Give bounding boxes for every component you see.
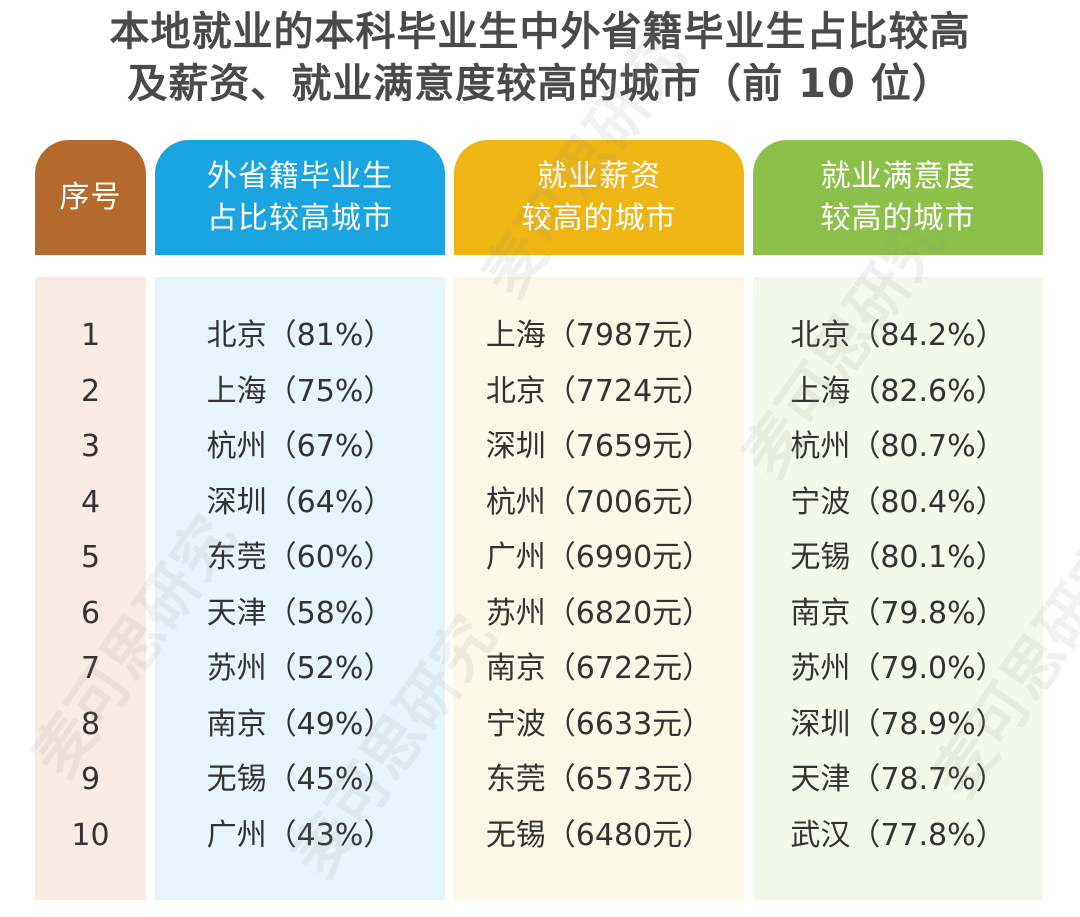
out-of-province-column-header: 外省籍毕业生 占比较高城市 (155, 140, 445, 255)
cell-rank: 10 (71, 817, 110, 853)
salary-header-line-1: 就业薪资 (537, 158, 661, 194)
satisfaction-column-header: 就业满意度 较高的城市 (753, 140, 1043, 255)
cell-rank: 7 (80, 651, 101, 686)
cell-rank: 6 (80, 595, 101, 631)
cell-salary: 杭州（7006元） (485, 484, 713, 520)
cell-salary: 北京（7724元） (485, 373, 713, 409)
cell-salary: 苏州（6820元） (485, 595, 713, 631)
cell-salary: 广州（6990元） (485, 540, 713, 575)
cell-salary: 深圳（7659元） (485, 429, 713, 464)
cell-satisfaction: 深圳（78.9%） (790, 706, 1006, 742)
salary-column-body (454, 277, 744, 900)
cell-satisfaction: 北京（84.2%） (790, 318, 1006, 353)
cell-out-of-province: 深圳（64%） (206, 484, 394, 520)
satisfaction-header-line-2: 较高的城市 (820, 200, 976, 236)
page-title-line-1: 本地就业的本科毕业生中外省籍毕业生占比较高 (109, 9, 971, 55)
cell-salary: 南京（6722元） (485, 651, 713, 686)
cell-rank: 8 (80, 706, 101, 742)
rank-column-header: 序号 (35, 140, 146, 255)
rank-column: 序号 (35, 140, 146, 900)
salary-column: 就业薪资 较高的城市 (454, 140, 744, 900)
cell-satisfaction: 杭州（80.7%） (790, 429, 1006, 464)
cell-out-of-province: 广州（43%） (206, 817, 394, 853)
salary-column-header: 就业薪资 较高的城市 (454, 140, 744, 255)
cell-out-of-province: 南京（49%） (206, 706, 394, 742)
out-of-province-column: 外省籍毕业生 占比较高城市 (155, 140, 445, 900)
salary-header-line-2: 较高的城市 (521, 200, 677, 236)
cell-out-of-province: 无锡（45%） (206, 762, 394, 797)
cell-rank: 2 (80, 373, 101, 409)
cell-rank: 4 (80, 484, 101, 520)
cell-satisfaction: 南京（79.8%） (790, 595, 1006, 631)
cell-satisfaction: 苏州（79.0%） (790, 651, 1006, 686)
cell-salary: 上海（7987元） (485, 318, 713, 353)
cell-satisfaction: 无锡（80.1%） (790, 540, 1006, 575)
cell-rank: 9 (80, 762, 101, 797)
cell-salary: 东莞（6573元） (485, 762, 713, 797)
out-of-province-header-line-2: 占比较高城市 (207, 200, 393, 236)
cell-out-of-province: 杭州（67%） (206, 429, 394, 464)
out-of-province-header-line-1: 外省籍毕业生 (207, 158, 393, 194)
cell-salary: 无锡（6480元） (485, 817, 713, 853)
cell-out-of-province: 东莞（60%） (206, 540, 394, 575)
page-title-line-2: 及薪资、就业满意度较高的城市（前 10 位） (127, 61, 953, 107)
cell-satisfaction: 宁波（80.4%） (790, 484, 1006, 520)
out-of-province-column-body (155, 277, 445, 900)
satisfaction-header-line-1: 就业满意度 (820, 158, 976, 194)
cell-salary: 宁波（6633元） (485, 706, 713, 742)
cell-out-of-province: 上海（75%） (206, 373, 394, 409)
cell-rank: 3 (80, 429, 101, 464)
cell-out-of-province: 天津（58%） (206, 595, 394, 631)
cell-rank: 1 (80, 318, 101, 353)
cell-out-of-province: 苏州（52%） (206, 651, 394, 686)
cell-rank: 5 (80, 540, 101, 575)
satisfaction-column: 就业满意度 较高的城市 (753, 140, 1043, 900)
cell-satisfaction: 天津（78.7%） (790, 762, 1006, 797)
rank-header-label: 序号 (59, 179, 122, 215)
rank-column-body (35, 277, 146, 900)
cell-out-of-province: 北京（81%） (206, 318, 394, 353)
cell-satisfaction: 武汉（77.8%） (790, 817, 1006, 853)
cell-satisfaction: 上海（82.6%） (790, 373, 1006, 409)
satisfaction-column-body (753, 277, 1043, 900)
